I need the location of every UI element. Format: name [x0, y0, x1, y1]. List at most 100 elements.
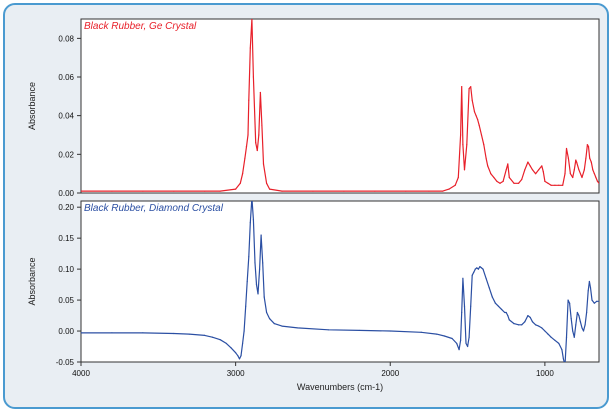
data-point	[541, 327, 543, 329]
data-point	[239, 182, 241, 184]
data-point	[544, 180, 546, 182]
data-point	[173, 190, 175, 192]
series-line-2	[81, 201, 599, 362]
data-point	[547, 333, 549, 335]
data-point	[508, 176, 510, 179]
data-point	[584, 324, 586, 326]
y-tick-label: 0.00	[58, 327, 74, 336]
data-point	[572, 176, 574, 179]
data-point	[521, 324, 523, 326]
data-point	[513, 323, 515, 325]
x-tick-label: 2000	[381, 369, 399, 378]
data-point	[517, 182, 520, 184]
data-point	[462, 277, 464, 280]
data-point	[588, 280, 591, 283]
data-point	[586, 311, 588, 314]
data-point	[581, 176, 583, 179]
data-point	[269, 318, 271, 320]
y-tick-label: 0.00	[58, 189, 74, 198]
data-point	[496, 180, 498, 182]
data-point	[564, 173, 566, 175]
data-point	[593, 302, 595, 304]
data-point	[281, 190, 283, 192]
data-point	[465, 342, 467, 345]
data-point	[248, 256, 250, 258]
data-point	[544, 330, 546, 332]
data-point	[582, 330, 585, 332]
plot-area-1	[80, 18, 600, 194]
data-point	[252, 76, 255, 78]
data-point	[257, 293, 259, 295]
data-point	[245, 146, 248, 148]
data-point	[575, 159, 577, 161]
data-point	[473, 271, 475, 273]
data-point	[480, 134, 483, 136]
data-point	[567, 157, 569, 159]
data-point	[251, 197, 252, 198]
data-point	[596, 180, 599, 182]
data-point	[248, 99, 250, 101]
data-point	[573, 169, 575, 171]
x-tick-label: 1000	[536, 369, 554, 378]
data-point	[204, 334, 206, 336]
data-point	[188, 333, 190, 335]
data-point	[142, 190, 144, 192]
data-point	[249, 47, 251, 49]
y-tick-label: 0.06	[58, 73, 74, 82]
data-point	[458, 349, 460, 351]
data-point	[254, 262, 256, 264]
data-point	[562, 184, 564, 186]
data-point	[558, 342, 560, 345]
data-point	[567, 299, 569, 301]
data-point	[538, 325, 540, 327]
data-point	[494, 302, 496, 304]
data-point	[463, 305, 466, 307]
data-point	[252, 218, 255, 221]
data-point	[538, 169, 540, 171]
data-point	[466, 345, 469, 348]
y-tick-label: 0.15	[58, 234, 74, 243]
data-point	[389, 330, 391, 332]
data-point	[463, 169, 466, 171]
data-point	[505, 169, 507, 171]
data-point	[260, 234, 262, 236]
data-point	[443, 335, 445, 337]
data-point	[240, 355, 242, 357]
data-point	[570, 318, 572, 320]
spectra-chart: 0.08 0.06 0.04 0.02 0.00 Absorbance Black Rubb…	[27, 18, 600, 392]
data-point	[265, 182, 268, 184]
data-point	[238, 358, 241, 360]
data-point	[457, 176, 459, 179]
data-point	[497, 305, 500, 307]
y-tick-label: 0.08	[58, 34, 74, 43]
data-point	[225, 342, 227, 345]
data-point	[587, 146, 590, 148]
data-point	[211, 336, 214, 338]
data-point	[235, 352, 237, 354]
data-point	[508, 319, 510, 321]
y-axis-title: Absorbance	[27, 257, 37, 305]
data-point	[513, 182, 515, 184]
x-axis-title: Wavenumbers (cm-1)	[297, 382, 383, 392]
data-point	[245, 305, 247, 307]
data-point	[81, 332, 82, 334]
data-point	[593, 173, 595, 175]
data-point	[562, 358, 565, 360]
plot-area-2	[80, 200, 600, 363]
data-point	[255, 142, 257, 144]
data-point	[477, 268, 479, 270]
data-point	[565, 147, 568, 150]
data-point	[269, 188, 271, 190]
data-point	[572, 330, 574, 332]
data-point	[590, 161, 592, 163]
data-point	[487, 165, 489, 167]
bottom-spectrum-panel: 0.20 0.15 0.10 0.05 0.00 -0.05 Absorbance 4000 3…	[27, 197, 600, 392]
data-point	[471, 274, 473, 276]
data-point	[485, 157, 487, 159]
data-point	[527, 314, 529, 317]
x-tick-label: 4000	[72, 369, 90, 378]
data-point	[478, 124, 480, 126]
data-point	[111, 190, 113, 192]
data-point	[550, 184, 552, 186]
data-point	[547, 182, 549, 184]
